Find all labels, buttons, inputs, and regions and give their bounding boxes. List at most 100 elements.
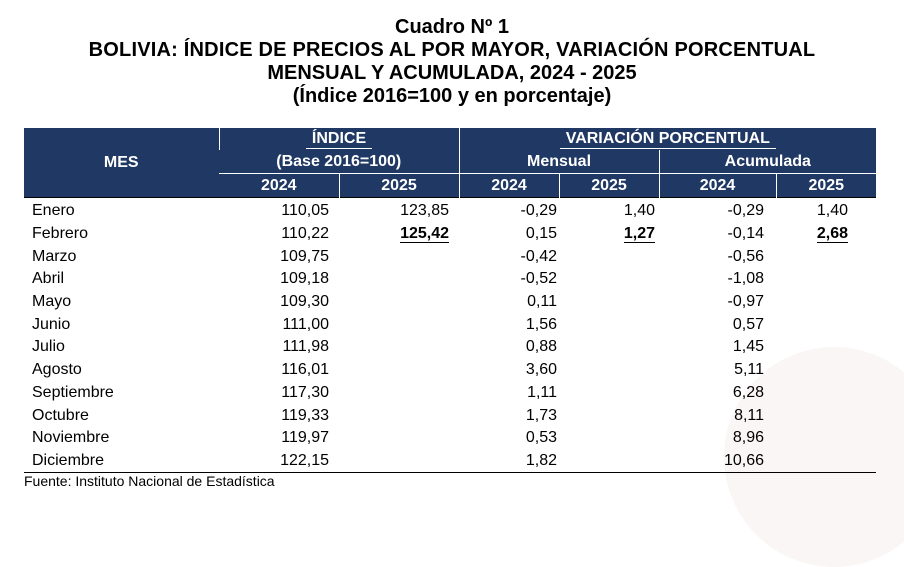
cell-mensual-2024: 1,56 [525, 315, 558, 333]
header-indice-2025: 2025 [338, 173, 460, 198]
cell-acumulada-2025 [776, 245, 876, 268]
cell-mensual-2024: 0,88 [525, 338, 558, 356]
table-row: Julio 111,98 0,88 1,45 [24, 336, 876, 359]
table-row: Octubre 119,33 1,73 8,11 [24, 404, 876, 427]
price-index-table: MES ÍNDICE VARIACIÓN PORCENTUAL (Base 20… [24, 128, 877, 474]
cell-mensual-2024: 3,60 [525, 361, 558, 379]
cell-mensual-2025 [559, 449, 660, 474]
cell-indice-2024: 119,33 [281, 406, 329, 424]
cell-indice-2025 [339, 291, 459, 314]
header-indice-2024: 2024 [219, 173, 339, 198]
cell-acumulada-2025 [776, 291, 876, 314]
cell-mes: Mayo [32, 293, 72, 311]
header-acumulada-2025: 2025 [775, 173, 877, 198]
cell-indice-2025 [339, 359, 459, 382]
cell-indice-2025 [339, 404, 459, 427]
table-row: Septiembre 117,30 1,11 6,28 [24, 382, 876, 405]
cell-mensual-2024: 1,11 [527, 383, 558, 401]
cell-mensual-2024: 1,82 [459, 449, 560, 474]
cell-indice-2024: 111,98 [282, 338, 329, 356]
table-row: Marzo 109,75 -0,42 -0,56 [24, 245, 876, 268]
header-variacion: VARIACIÓN PORCENTUAL [458, 128, 877, 150]
cell-mensual-2025 [559, 359, 659, 382]
cell-mensual-2024: 0,11 [527, 293, 558, 311]
cell-mes: Julio [32, 338, 65, 356]
cell-acumulada-2025 [776, 404, 876, 427]
cell-acumulada-2025 [776, 268, 876, 291]
cell-acumulada-2024: -0,97 [727, 293, 765, 311]
cell-indice-2024: 122,15 [219, 449, 339, 474]
cell-acumulada-2025 [776, 427, 876, 450]
cell-indice-2024: 109,18 [280, 270, 329, 288]
header-indice: ÍNDICE [218, 128, 460, 150]
cell-acumulada-2025 [776, 359, 876, 382]
cell-mensual-2024: 0,53 [525, 429, 558, 447]
cell-indice-2024: 116,01 [281, 361, 329, 379]
cell-mensual-2025 [559, 291, 659, 314]
cell-mes: Noviembre [32, 429, 110, 447]
header-acumulada: Acumulada [658, 150, 877, 174]
table-subtitle: (Índice 2016=100 y en porcentaje) [292, 85, 612, 107]
header-mensual-2025: 2025 [558, 173, 660, 198]
cell-indice-2025: 123,85 [339, 196, 460, 223]
cell-indice-2025 [339, 268, 459, 291]
table-number: Cuadro Nº 1 [395, 16, 509, 38]
highlight-value: 1,27 [623, 225, 656, 244]
header-indice-label: ÍNDICE [305, 130, 373, 149]
cell-mes: Agosto [32, 361, 82, 379]
cell-mensual-2025-highlight: 1,27 [559, 223, 659, 246]
cell-indice-2024: 117,30 [281, 383, 329, 401]
cell-acumulada-2024: 0,57 [732, 315, 765, 333]
cell-mensual-2024: -0,29 [459, 196, 560, 223]
cell-acumulada-2024: 6,28 [732, 383, 765, 401]
cell-mes: Febrero [32, 225, 89, 243]
cell-mensual-2025: 1,40 [559, 196, 660, 223]
cell-mes: Junio [32, 315, 71, 333]
cell-acumulada-2024: -0,14 [727, 225, 765, 243]
cell-mensual-2025 [559, 336, 659, 359]
cell-mes: Octubre [32, 406, 89, 424]
cell-mes: Diciembre [24, 449, 219, 474]
source-note: Fuente: Instituto Nacional de Estadístic… [24, 473, 275, 489]
cell-indice-2024: 111,00 [282, 315, 329, 333]
cell-acumulada-2025 [776, 449, 877, 474]
cell-indice-2024: 109,75 [280, 247, 329, 265]
table-header: MES ÍNDICE VARIACIÓN PORCENTUAL (Base 20… [24, 128, 877, 198]
table-row: Agosto 116,01 3,60 5,11 [24, 359, 876, 382]
cell-acumulada-2024: 8,96 [732, 429, 765, 447]
table-row: Abril 109,18 -0,52 -1,08 [24, 268, 876, 291]
highlight-value: 2,68 [816, 225, 849, 244]
cell-mensual-2025 [559, 313, 659, 336]
cell-indice-2024: 109,30 [280, 293, 329, 311]
cell-acumulada-2024: 10,66 [659, 449, 777, 474]
table-row: Febrero 110,22 125,42 0,15 1,27 -0,14 2,… [24, 223, 876, 246]
cell-acumulada-2024: 5,11 [734, 361, 765, 379]
cell-acumulada-2025 [776, 313, 876, 336]
cell-acumulada-2024: 8,11 [734, 406, 765, 424]
cell-mensual-2024: 1,73 [525, 406, 558, 424]
cell-mensual-2025 [559, 404, 659, 427]
table-row: Diciembre 122,15 1,82 10,66 [24, 449, 877, 474]
cell-mensual-2024: 0,15 [525, 225, 558, 243]
header-mes: MES [24, 128, 219, 198]
cell-acumulada-2025 [776, 382, 876, 405]
header-acumulada-2024: 2024 [658, 173, 777, 198]
cell-indice-2025 [339, 336, 459, 359]
cell-indice-2025 [339, 449, 460, 474]
cell-acumulada-2024: 1,45 [732, 338, 765, 356]
cell-mes: Abril [32, 270, 65, 288]
table-row: Mayo 109,30 0,11 -0,97 [24, 291, 876, 314]
cell-mensual-2025 [559, 382, 659, 405]
cell-acumulada-2024: -0,56 [727, 247, 765, 265]
cell-acumulada-2025 [776, 336, 876, 359]
table-body: Enero 110,05 123,85 -0,29 1,40 -0,29 1,4… [24, 196, 877, 474]
header-mensual-2024: 2024 [458, 173, 560, 198]
table-row: Enero 110,05 123,85 -0,29 1,40 -0,29 1,4… [24, 196, 877, 223]
cell-mensual-2024: -0,42 [520, 247, 558, 265]
cell-acumulada-2024: -0,29 [659, 196, 777, 223]
cell-indice-2024: 119,97 [281, 429, 329, 447]
cell-indice-2025-highlight: 125,42 [339, 223, 459, 246]
cell-mensual-2025 [559, 427, 659, 450]
cell-mes: Enero [24, 196, 219, 223]
cell-indice-2025 [339, 313, 459, 336]
